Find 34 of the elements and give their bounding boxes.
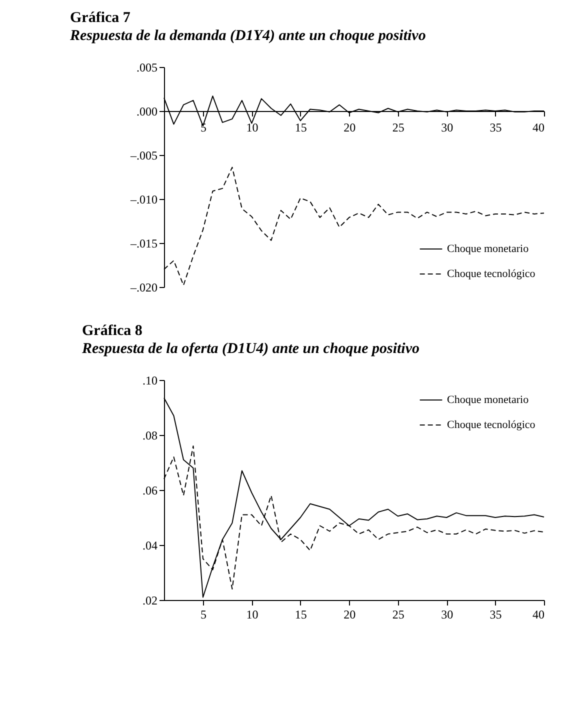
y-tick-label: –.010 <box>130 192 158 206</box>
y-tick-label: –.005 <box>130 148 158 162</box>
x-tick-label: 10 <box>246 120 258 134</box>
y-tick-label: .08 <box>142 428 158 442</box>
y-tick-label: .005 <box>136 60 158 74</box>
x-tick-label: 25 <box>392 120 404 134</box>
x-tick-label: 30 <box>441 120 454 134</box>
x-tick-label: 5 <box>200 608 206 622</box>
legend-label: Choque tecnológico <box>447 419 536 431</box>
y-tick-label: .02 <box>142 594 158 608</box>
chart-subtitle: Respuesta de la oferta (D1U4) ante un choque positivo <box>81 341 420 357</box>
x-tick-label: 35 <box>490 608 502 622</box>
x-tick-label: 15 <box>294 120 307 134</box>
chart-subtitle: Respuesta de la demanda (D1Y4) ante un choque positivo <box>69 28 426 44</box>
y-tick-label: .000 <box>136 104 158 118</box>
legend-label: Choque tecnológico <box>447 268 536 280</box>
x-tick-label: 35 <box>490 120 502 134</box>
legend-label: Choque monetario <box>447 243 530 255</box>
y-tick-label: –.015 <box>130 236 158 250</box>
x-tick-label: 30 <box>441 608 454 622</box>
x-tick-label: 10 <box>246 608 258 622</box>
x-tick-label: 20 <box>344 608 356 622</box>
chart-title: Gráfica 8 <box>82 323 142 339</box>
y-tick-label: .06 <box>142 484 158 498</box>
x-tick-label: 25 <box>392 608 404 622</box>
x-tick-label: 20 <box>344 120 356 134</box>
x-tick-label: 15 <box>294 608 307 622</box>
x-tick-label: 40 <box>532 120 544 134</box>
y-tick-label: .04 <box>142 538 158 552</box>
y-tick-label: –.020 <box>130 280 158 294</box>
chart-title: Gráfica 7 <box>70 10 131 26</box>
y-tick-label: .10 <box>142 374 158 388</box>
legend-label: Choque monetario <box>447 394 530 406</box>
x-tick-label: 40 <box>532 608 544 622</box>
